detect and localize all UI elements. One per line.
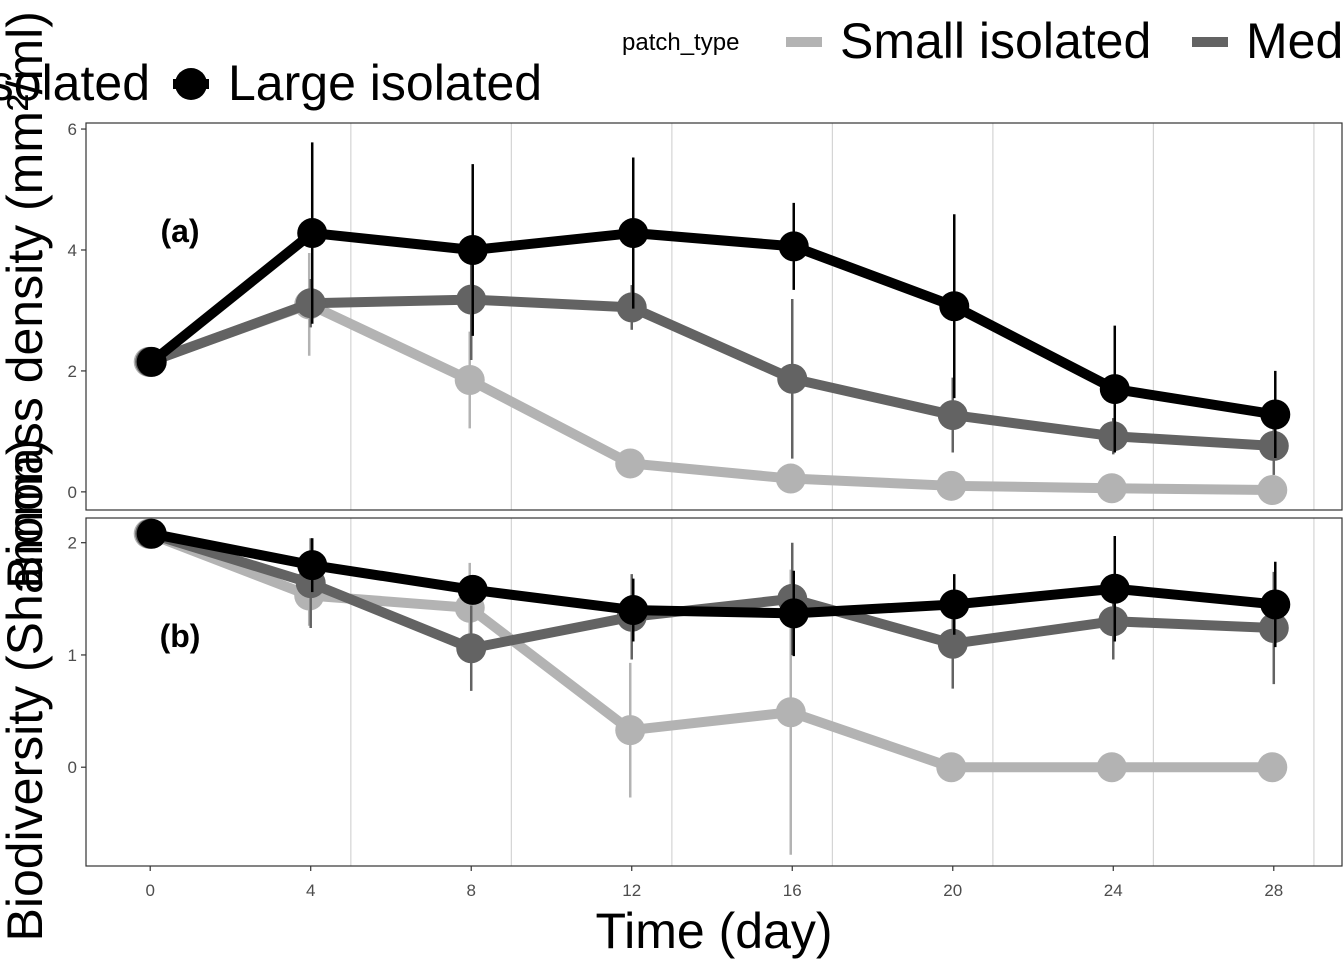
data-point — [778, 598, 809, 629]
panel-border — [85, 122, 1343, 511]
legend-key-point — [175, 68, 207, 100]
series-line — [148, 228, 1277, 420]
data-point — [297, 218, 328, 249]
panel-b: 012(b)0 4 8 12 16 20 24 28 — [68, 517, 1343, 900]
data-point — [775, 697, 806, 728]
y-axis-title-biodiversity: Biodiversity (Shannon) — [0, 438, 53, 941]
series-large-isolated — [136, 142, 1291, 458]
data-point — [456, 284, 487, 315]
data-point — [1258, 613, 1289, 644]
data-point — [616, 292, 647, 323]
y-tick-label: 0 — [68, 758, 77, 777]
series-line — [147, 299, 1273, 496]
legend-entry-large-isolated: Large isolated — [173, 55, 542, 111]
data-point — [136, 346, 167, 377]
legend-entry-small-isolated: Small isolated — [786, 13, 1151, 69]
x-tick-label: 24 — [1104, 881, 1123, 900]
panel-label: (b) — [160, 618, 201, 654]
data-point — [939, 589, 970, 620]
panel-border — [85, 517, 1343, 867]
x-tick-label: 12 — [622, 881, 641, 900]
data-point — [1260, 589, 1291, 620]
data-point — [777, 363, 808, 394]
legend-label: Medium isolated — [1246, 13, 1344, 69]
y-axis-title-biomass: Biomass density (mm²/ml) — [0, 11, 53, 589]
x-tick-label: 4 — [306, 881, 315, 900]
data-point — [936, 470, 967, 501]
x-tick-label: 0 — [145, 881, 154, 900]
x-tick-label: 16 — [783, 881, 802, 900]
data-point — [1096, 473, 1127, 504]
data-point — [1260, 399, 1291, 430]
data-point — [618, 595, 649, 626]
panel-label: (a) — [160, 213, 199, 249]
axis-titles: Time (day) Biomass density (mm²/ml)Biodiv… — [0, 11, 833, 959]
legend-label: Large isolated — [228, 55, 542, 111]
y-tick-label: 6 — [68, 120, 77, 139]
x-tick-label: 8 — [466, 881, 475, 900]
data-point — [1098, 606, 1129, 637]
x-axis-title: Time (day) — [595, 903, 832, 959]
panel-a: 0 2 4 6 (a) — [68, 120, 1343, 511]
series-medium-isolated — [135, 239, 1289, 475]
data-point — [136, 518, 167, 549]
data-point — [1098, 421, 1129, 452]
data-point — [454, 364, 485, 395]
data-point — [456, 633, 487, 664]
data-point — [615, 448, 646, 479]
data-point — [1258, 430, 1289, 461]
x-tick-label: 28 — [1264, 881, 1283, 900]
data-point — [937, 400, 968, 431]
data-point — [1096, 752, 1127, 783]
series-line — [148, 294, 1275, 451]
data-point — [936, 752, 967, 783]
data-point — [295, 288, 326, 319]
series-large-isolated — [136, 518, 1291, 657]
data-point — [457, 234, 488, 265]
data-point — [297, 550, 328, 581]
series-line — [150, 528, 1276, 619]
legend: patch_type Small isolated Medium isolated M… — [0, 13, 1344, 111]
data-point — [937, 628, 968, 659]
data-point — [778, 231, 809, 262]
data-point — [618, 218, 649, 249]
data-point — [1257, 752, 1288, 783]
legend-title: patch_type — [622, 29, 739, 56]
panel-background — [86, 123, 1342, 510]
y-tick-label: 2 — [68, 534, 77, 553]
data-point — [939, 291, 970, 322]
legend-entry-medium-isolated: Medium isolated — [1192, 13, 1344, 69]
data-point — [775, 463, 806, 494]
legend-label: Small isolated — [840, 13, 1151, 69]
x-tick-label: 20 — [943, 881, 962, 900]
legend-label-wrapped: Medium isolated — [0, 55, 150, 111]
data-point — [1257, 475, 1288, 506]
data-point — [615, 715, 646, 746]
y-tick-label: 2 — [68, 362, 77, 381]
y-tick-label: 0 — [68, 483, 77, 502]
y-tick-label: 4 — [68, 241, 77, 260]
data-point — [1099, 374, 1130, 405]
data-point — [457, 574, 488, 605]
y-tick-label: 1 — [68, 646, 77, 665]
data-point — [1099, 573, 1130, 604]
